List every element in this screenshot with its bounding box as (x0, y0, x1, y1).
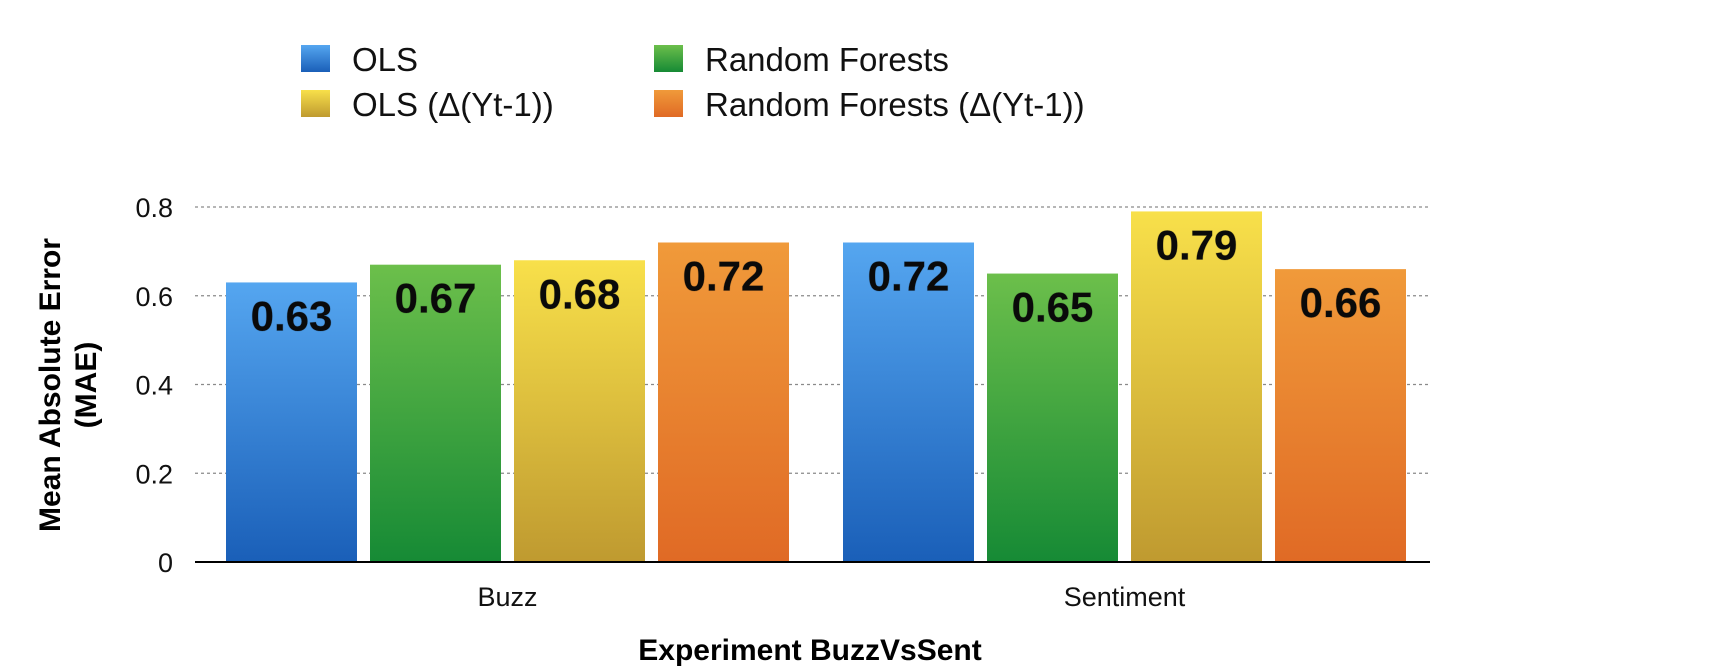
x-tick-label: Sentiment (1064, 582, 1186, 612)
data-labels: 0.63 0.67 0.68 0.72 0.72 0.65 0.79 0.66 (250, 221, 1382, 340)
data-label: 0.79 (1156, 221, 1238, 268)
bar-sentiment-2 (1131, 211, 1262, 562)
y-tick-label: 0.8 (135, 193, 173, 223)
y-tick-label: 0.6 (135, 282, 173, 312)
legend-swatch (654, 45, 683, 72)
y-tick-label: 0 (158, 548, 173, 578)
data-label: 0.65 (1012, 284, 1094, 331)
bar-buzz-0 (226, 282, 357, 562)
bar-buzz-2 (514, 260, 645, 562)
data-label: 0.72 (683, 253, 765, 300)
bars (226, 211, 1406, 562)
data-label: 0.63 (251, 292, 333, 339)
y-tick-label: 0.2 (135, 459, 173, 489)
bar-sentiment-1 (987, 273, 1118, 562)
y-tick-label: 0.4 (135, 371, 173, 401)
legend-swatch (301, 90, 330, 117)
legend-label: OLS (Δ(Yt-1)) (352, 86, 554, 123)
bar-sentiment-0 (843, 242, 974, 562)
data-label: 0.66 (1300, 279, 1382, 326)
y-axis-title-line: Mean Absolute Error (34, 238, 67, 532)
data-label: 0.68 (539, 270, 621, 317)
legend-label: Random Forests (705, 41, 949, 78)
legend-label: Random Forests (Δ(Yt-1)) (705, 86, 1085, 123)
legend-swatch (301, 45, 330, 72)
legend: OLS Random Forests OLS (Δ(Yt-1)) Random For… (301, 41, 1085, 123)
legend-swatch (654, 90, 683, 117)
legend-label: OLS (352, 41, 418, 78)
x-tick-label: Buzz (477, 582, 537, 612)
axes: 0 0.2 0.4 0.6 0.8 Buzz Sentiment (135, 193, 1430, 612)
y-axis-title-line: (MAE) (70, 342, 103, 429)
y-axis-title: Mean Absolute Error (MAE) (34, 238, 103, 532)
bar-sentiment-3 (1275, 269, 1406, 562)
data-label: 0.72 (868, 253, 950, 300)
x-axis-title: Experiment BuzzVsSent (638, 634, 981, 667)
data-label: 0.67 (395, 275, 477, 322)
bar-buzz-1 (370, 264, 501, 562)
bar-buzz-3 (658, 242, 789, 562)
